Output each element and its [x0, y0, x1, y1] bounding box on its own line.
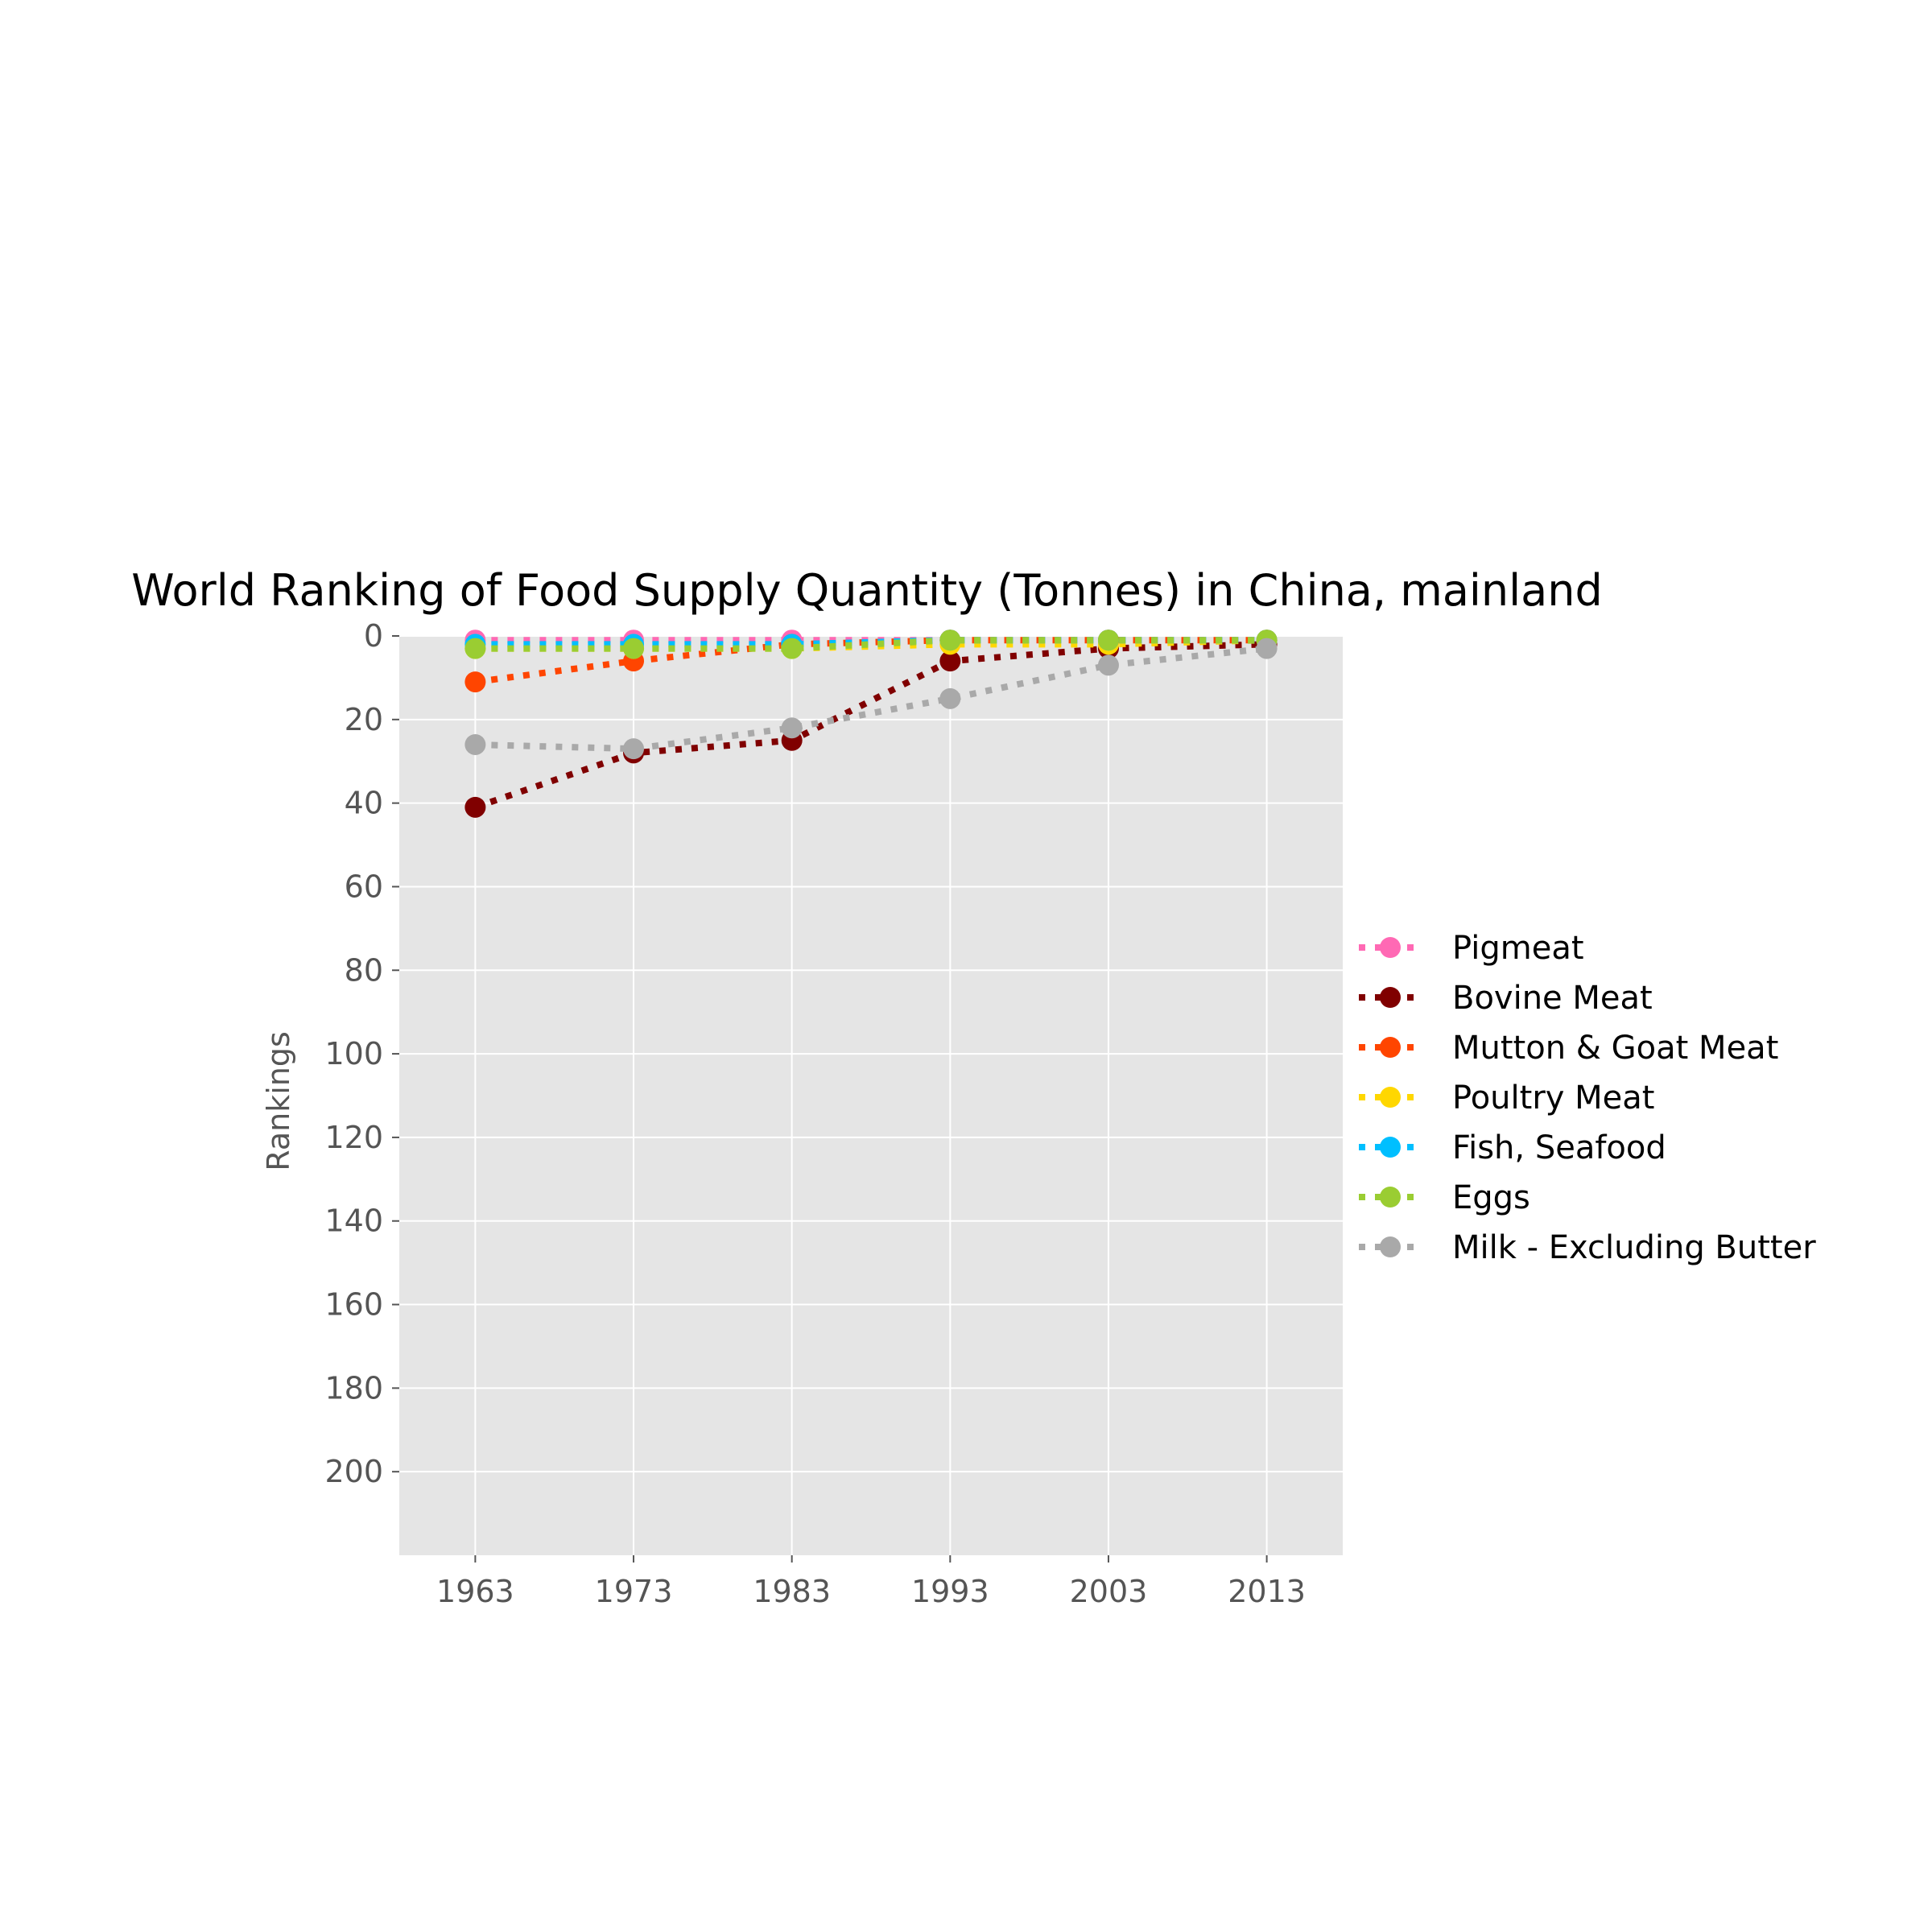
legend-label: Poultry Meat: [1452, 1080, 1654, 1117]
legend-label: Bovine Meat: [1452, 980, 1653, 1017]
y-tick-label: 0: [364, 618, 383, 654]
y-tick-label: 140: [324, 1203, 383, 1239]
series-group: [464, 638, 1278, 760]
y-tick-label: 80: [345, 952, 383, 988]
chart-title: World Ranking of Food Supply Quantity (T…: [131, 565, 1603, 616]
x-tick-label: 2003: [1070, 1574, 1148, 1609]
data-point: [781, 638, 803, 659]
legend-marker: [1380, 987, 1401, 1008]
legend-marker: [1380, 1187, 1401, 1208]
y-tick-label: 20: [345, 702, 383, 737]
series-line: [475, 637, 1267, 648]
legend-label: Fish, Seafood: [1452, 1129, 1666, 1166]
series-line: [475, 645, 1268, 753]
data-point: [464, 796, 486, 818]
y-tick-label: 160: [324, 1287, 383, 1323]
legend-marker: [1380, 1137, 1401, 1158]
data-point: [623, 638, 645, 659]
legend-label: Milk - Excluding Butter: [1452, 1229, 1816, 1266]
data-point: [623, 738, 645, 760]
legend-marker: [1380, 1236, 1401, 1257]
y-tick-label: 180: [324, 1370, 383, 1406]
x-tick-label: 2013: [1228, 1574, 1306, 1609]
x-tick-label: 1973: [595, 1574, 673, 1609]
legend-item: Mutton & Goat Meat: [1359, 1030, 1778, 1067]
data-point: [464, 638, 486, 659]
legend-label: Eggs: [1452, 1179, 1530, 1216]
legend-label: Pigmeat: [1452, 930, 1584, 967]
data-point: [1097, 654, 1119, 676]
legend-item: Pigmeat: [1359, 930, 1584, 967]
legend-item: Eggs: [1359, 1179, 1530, 1216]
grid-lines: [399, 635, 1343, 1555]
legend-item: Bovine Meat: [1359, 980, 1653, 1017]
plot-area: [399, 636, 1343, 1555]
series-line: [474, 637, 1267, 686]
axes: 1963 1973 1983 1993 2003 2013 0 20 40 60 80 100 120 1…: [324, 618, 1306, 1609]
legend-label: Mutton & Goat Meat: [1452, 1030, 1778, 1067]
legend-item: Fish, Seafood: [1359, 1129, 1666, 1166]
data-point: [1097, 630, 1119, 651]
data-point: [939, 650, 961, 672]
data-point: [939, 687, 961, 709]
data-point: [1256, 638, 1278, 659]
legend-item: Poultry Meat: [1359, 1080, 1654, 1117]
x-tick-label: 1983: [753, 1574, 831, 1609]
x-tick-label: 1963: [436, 1574, 514, 1609]
data-point: [464, 733, 486, 755]
legend-item: Milk - Excluding Butter: [1359, 1229, 1816, 1266]
data-point: [781, 717, 803, 739]
y-tick-label: 60: [345, 869, 383, 904]
legend-marker: [1380, 1037, 1401, 1058]
data-point: [464, 671, 486, 693]
y-tick-label: 100: [324, 1036, 383, 1071]
y-tick-label: 200: [324, 1454, 383, 1489]
x-tick-label: 1993: [911, 1574, 989, 1609]
y-tick-label: 120: [324, 1120, 383, 1155]
legend-marker: [1380, 937, 1401, 958]
y-axis-label: Rankings: [261, 1031, 296, 1171]
series-group: [464, 630, 1278, 659]
y-tick-label: 40: [345, 786, 383, 821]
legend: Pigmeat Bovine Meat Mutton & Goat Meat Poul…: [1359, 930, 1816, 1266]
series-lines: [464, 630, 1278, 818]
series-line: [475, 637, 1267, 652]
legend-marker: [1380, 1087, 1401, 1108]
data-point: [939, 630, 961, 651]
